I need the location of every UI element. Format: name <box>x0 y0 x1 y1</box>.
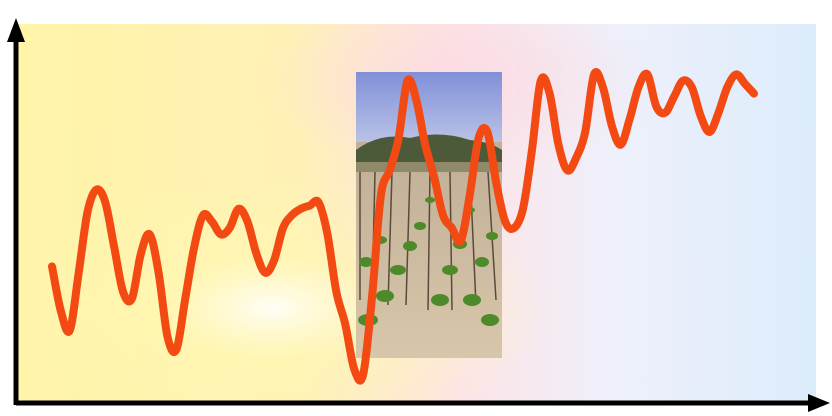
data-point <box>361 373 365 378</box>
data-point <box>334 290 339 294</box>
data-point <box>618 142 623 147</box>
data-point <box>680 78 685 83</box>
data-point <box>112 245 117 250</box>
data-point <box>449 226 454 230</box>
data-point <box>94 187 99 192</box>
data-point <box>494 181 499 186</box>
series-line-0 <box>48 68 758 385</box>
data-point <box>369 296 374 301</box>
data-point <box>583 130 588 134</box>
x-axis-arrowhead <box>808 394 830 412</box>
data-point <box>50 264 54 269</box>
data-point <box>387 168 392 173</box>
data-point <box>574 155 579 160</box>
data-point <box>201 213 206 218</box>
data-point <box>707 130 712 134</box>
series-layer <box>48 68 758 385</box>
data-point <box>378 194 383 198</box>
data-point <box>227 226 232 230</box>
data-point <box>147 232 152 237</box>
data-point <box>156 270 161 275</box>
data-point <box>174 347 179 352</box>
data-point <box>716 110 721 115</box>
data-point <box>307 203 312 208</box>
data-point <box>467 194 472 198</box>
data-point <box>138 251 143 256</box>
data-point <box>600 85 605 90</box>
y-axis <box>7 18 25 405</box>
data-point <box>752 91 756 96</box>
data-point <box>672 94 676 99</box>
data-point <box>432 174 437 179</box>
data-point <box>298 206 303 211</box>
data-point <box>441 213 445 218</box>
data-point <box>636 85 641 90</box>
data-point <box>58 309 63 314</box>
data-point <box>130 296 134 301</box>
vineyard-photo <box>356 72 502 358</box>
data-point <box>316 200 321 205</box>
data-point <box>289 213 294 218</box>
data-point <box>521 206 525 211</box>
data-point <box>254 251 259 256</box>
data-point <box>414 98 419 102</box>
data-point <box>245 219 250 224</box>
data-point <box>103 200 108 205</box>
data-point <box>609 123 614 128</box>
data-point <box>529 149 534 154</box>
data-point <box>343 322 348 326</box>
data-point <box>547 91 552 96</box>
data-point <box>725 85 730 90</box>
data-point <box>654 104 659 109</box>
data-point <box>627 117 632 122</box>
data-point <box>396 136 401 141</box>
data-point <box>325 232 330 237</box>
data-point <box>272 258 277 262</box>
data-point <box>165 334 170 339</box>
data-point <box>645 72 650 77</box>
data-point <box>209 219 214 224</box>
data-point <box>476 136 481 141</box>
data-point <box>281 226 285 230</box>
data-point <box>743 82 748 86</box>
x-axis <box>16 394 830 412</box>
data-point <box>663 110 668 115</box>
data-point <box>236 206 241 211</box>
data-point <box>503 219 508 224</box>
data-point <box>565 168 570 173</box>
data-point <box>76 270 81 275</box>
data-point <box>263 270 268 275</box>
data-point <box>458 238 463 243</box>
data-point <box>538 78 543 83</box>
data-point <box>183 296 188 301</box>
data-point <box>192 245 197 250</box>
data-point <box>352 366 357 371</box>
data-point <box>689 85 694 90</box>
y-axis-arrowhead <box>7 18 25 42</box>
data-point <box>556 142 561 147</box>
data-point <box>67 328 72 333</box>
data-point <box>512 226 517 230</box>
data-point <box>592 72 597 77</box>
data-point <box>85 210 90 214</box>
data-point <box>218 232 223 237</box>
data-point <box>734 72 739 77</box>
data-point <box>423 142 428 147</box>
data-point <box>698 114 703 118</box>
data-point <box>405 78 410 83</box>
data-point <box>121 290 126 294</box>
data-point <box>485 130 490 134</box>
